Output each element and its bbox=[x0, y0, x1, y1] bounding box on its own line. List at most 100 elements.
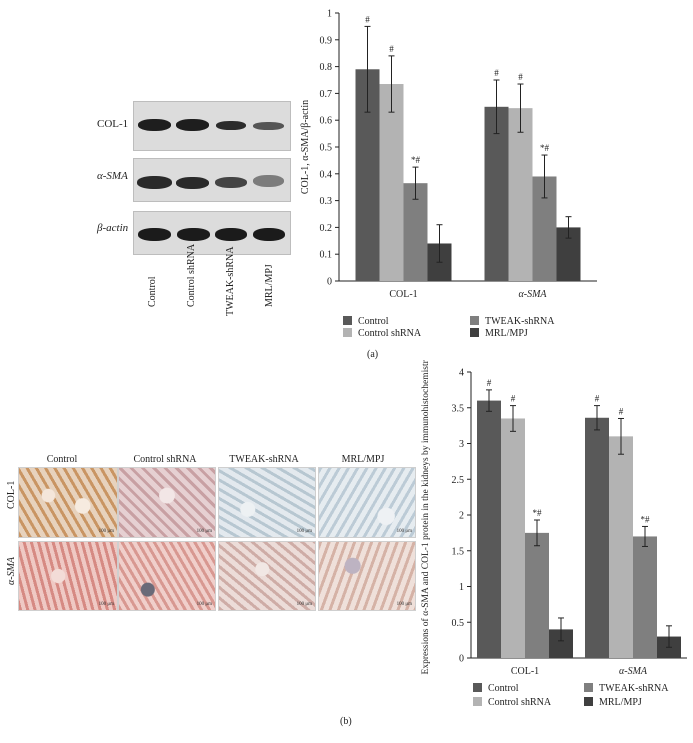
micrograph-control-col1: 100 μm bbox=[18, 467, 118, 538]
legend-item: Control bbox=[343, 316, 389, 327]
micrograph-control-shrna-col1: 100 μm bbox=[118, 467, 216, 538]
legend-label: TWEAK-shRNA bbox=[485, 316, 555, 327]
y-axis-title: COL-1, α-SMA/β-actin bbox=[300, 100, 311, 194]
blot-band bbox=[138, 119, 171, 131]
y-tick-label: 0 bbox=[327, 277, 332, 288]
y-tick-label: 1 bbox=[459, 582, 464, 593]
significance-mark: *# bbox=[641, 514, 651, 524]
bar bbox=[379, 84, 404, 282]
scale-bar-label: 100 μm bbox=[196, 529, 212, 534]
micro-col-label-control: Control bbox=[46, 454, 78, 465]
y-tick-label: 0.3 bbox=[320, 196, 333, 207]
y-tick-label: 0.6 bbox=[320, 116, 333, 127]
blot-band bbox=[253, 228, 285, 241]
blot-band bbox=[216, 121, 246, 130]
y-tick-label: 0.5 bbox=[320, 143, 333, 154]
significance-mark: # bbox=[518, 72, 523, 82]
scale-bar-label: 100 μm bbox=[396, 529, 412, 534]
significance-mark: # bbox=[487, 378, 492, 388]
blot-row-label-col1: COL-1 bbox=[97, 118, 129, 130]
legend-swatch bbox=[470, 328, 479, 337]
significance-mark: *# bbox=[540, 143, 550, 153]
blot-asma bbox=[133, 158, 291, 202]
y-tick-label: 0.7 bbox=[320, 89, 333, 100]
significance-mark: # bbox=[365, 14, 370, 24]
y-tick-label: 3.5 bbox=[452, 403, 465, 414]
blot-band bbox=[176, 177, 209, 189]
micrograph-tweak-shrna-asma: 100 μm bbox=[218, 541, 316, 611]
legend-item: TWEAK-shRNA bbox=[584, 683, 668, 694]
panel-a-label: (a) bbox=[367, 349, 379, 360]
bar bbox=[484, 106, 509, 281]
blot-row-label-asma: α-SMA bbox=[97, 170, 128, 182]
legend-label: MRL/MPJ bbox=[599, 697, 642, 708]
significance-mark: *# bbox=[533, 508, 543, 518]
y-tick-label: 0.9 bbox=[320, 35, 333, 46]
significance-mark: # bbox=[389, 44, 394, 54]
chart-b: 0 0.5 1 1.5 2 2.5 3 3.5 4 Expressions of α-SMA an… bbox=[420, 360, 687, 677]
legend-item: TWEAK-shRNA bbox=[470, 316, 554, 327]
y-tick-label: 0.1 bbox=[320, 250, 333, 261]
blot-lane-label-control: Control bbox=[147, 276, 158, 307]
bar bbox=[525, 532, 549, 658]
y-tick-label: 0.8 bbox=[320, 62, 333, 73]
legend-swatch bbox=[584, 683, 593, 692]
micro-col-label-control-shrna: Control shRNA bbox=[133, 454, 197, 465]
x-tick-label: COL-1 bbox=[389, 289, 417, 300]
micro-col-label-tweak-shrna: TWEAK-shRNA bbox=[229, 454, 299, 465]
blot-band bbox=[137, 176, 172, 189]
legend-swatch bbox=[473, 683, 482, 692]
legend-swatch bbox=[343, 328, 352, 337]
blot-band bbox=[253, 122, 284, 130]
x-tick-label: α-SMA bbox=[518, 289, 547, 300]
scale-bar-label: 100 μm bbox=[296, 529, 312, 534]
micrograph-control-shrna-asma: 100 μm bbox=[118, 541, 216, 611]
scale-bar-label: 100 μm bbox=[296, 602, 312, 607]
bar bbox=[501, 418, 525, 658]
y-tick-label: 0 bbox=[459, 654, 464, 665]
blot-band bbox=[177, 228, 210, 241]
x-tick-label: COL-1 bbox=[511, 666, 539, 677]
legend-label: MRL/MPJ bbox=[485, 328, 528, 339]
legend-swatch bbox=[470, 316, 479, 325]
micrograph-mrl-mpj-asma: 100 μm bbox=[318, 541, 416, 611]
blot-band bbox=[253, 175, 284, 187]
micro-row-label-col1: COL-1 bbox=[6, 480, 17, 509]
legend-swatch bbox=[584, 697, 593, 706]
y-tick-label: 3 bbox=[459, 439, 464, 450]
y-tick-label: 0.5 bbox=[452, 618, 465, 629]
micrograph-mrl-mpj-col1: 100 μm bbox=[318, 467, 416, 538]
legend-label: Control shRNA bbox=[358, 328, 422, 339]
bar bbox=[585, 417, 609, 658]
significance-mark: *# bbox=[411, 155, 421, 165]
legend-item: Control shRNA bbox=[473, 697, 551, 708]
legend-item: Control bbox=[473, 683, 519, 694]
blot-row-label-bactin: β-actin bbox=[97, 222, 129, 234]
significance-mark: # bbox=[595, 394, 600, 404]
micro-row-label-asma: α-SMA bbox=[6, 556, 17, 585]
significance-mark: # bbox=[494, 68, 499, 78]
x-tick-label: α-SMA bbox=[619, 666, 648, 677]
panel-b-label: (b) bbox=[340, 716, 352, 727]
legend-item: Control shRNA bbox=[343, 328, 421, 339]
scale-bar-label: 100 μm bbox=[98, 602, 114, 607]
y-tick-label: 2 bbox=[459, 511, 464, 522]
significance-mark: # bbox=[619, 406, 624, 416]
blot-lane-label-mrl-mpj: MRL/MPJ bbox=[264, 264, 275, 307]
bar bbox=[508, 108, 533, 281]
blot-band bbox=[215, 177, 247, 188]
legend-label: TWEAK-shRNA bbox=[599, 683, 669, 694]
micrograph-tweak-shrna-col1: 100 μm bbox=[218, 467, 316, 538]
blot-col1 bbox=[133, 101, 291, 151]
blot-band bbox=[138, 228, 171, 241]
scale-bar-label: 100 μm bbox=[98, 529, 114, 534]
legend-label: Control bbox=[488, 683, 519, 694]
legend-item: MRL/MPJ bbox=[470, 328, 528, 339]
y-tick-label: 2.5 bbox=[452, 475, 465, 486]
scale-bar-label: 100 μm bbox=[396, 602, 412, 607]
bar bbox=[633, 536, 657, 658]
blot-lane-label-control-shrna: Control shRNA bbox=[186, 243, 197, 307]
micrograph-control-asma: 100 μm bbox=[18, 541, 118, 611]
legend-swatch bbox=[343, 316, 352, 325]
y-tick-label: 0.2 bbox=[320, 223, 333, 234]
